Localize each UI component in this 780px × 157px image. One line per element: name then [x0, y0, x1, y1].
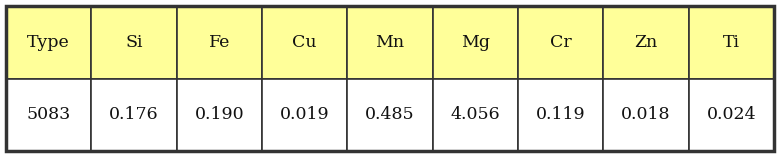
Bar	[518, 6, 604, 78]
Text: 4.056: 4.056	[451, 106, 500, 123]
Bar	[604, 78, 689, 151]
Text: 0.176: 0.176	[109, 106, 159, 123]
Bar	[689, 78, 774, 151]
Bar	[262, 78, 347, 151]
Bar	[176, 6, 262, 78]
Bar	[91, 78, 176, 151]
Text: 0.024: 0.024	[707, 106, 756, 123]
Text: Si: Si	[126, 34, 143, 51]
Bar	[91, 6, 176, 78]
Bar	[176, 78, 262, 151]
Text: Mn: Mn	[375, 34, 405, 51]
Text: 0.019: 0.019	[280, 106, 329, 123]
Bar	[262, 6, 347, 78]
Text: Fe: Fe	[208, 34, 230, 51]
Text: Ti: Ti	[723, 34, 740, 51]
Text: Cu: Cu	[292, 34, 317, 51]
Bar	[6, 78, 91, 151]
Text: 0.018: 0.018	[621, 106, 671, 123]
Text: 0.119: 0.119	[536, 106, 586, 123]
Text: Mg: Mg	[461, 34, 490, 51]
Bar	[347, 78, 433, 151]
Text: Type: Type	[27, 34, 70, 51]
Bar	[6, 6, 91, 78]
Bar	[433, 6, 518, 78]
Bar	[347, 6, 433, 78]
Text: Zn: Zn	[634, 34, 658, 51]
Text: Cr: Cr	[550, 34, 572, 51]
Bar	[689, 6, 774, 78]
Text: 0.190: 0.190	[194, 106, 244, 123]
Bar	[518, 78, 604, 151]
Text: 5083: 5083	[27, 106, 71, 123]
Bar	[604, 6, 689, 78]
Bar	[433, 78, 518, 151]
Text: 0.485: 0.485	[365, 106, 415, 123]
